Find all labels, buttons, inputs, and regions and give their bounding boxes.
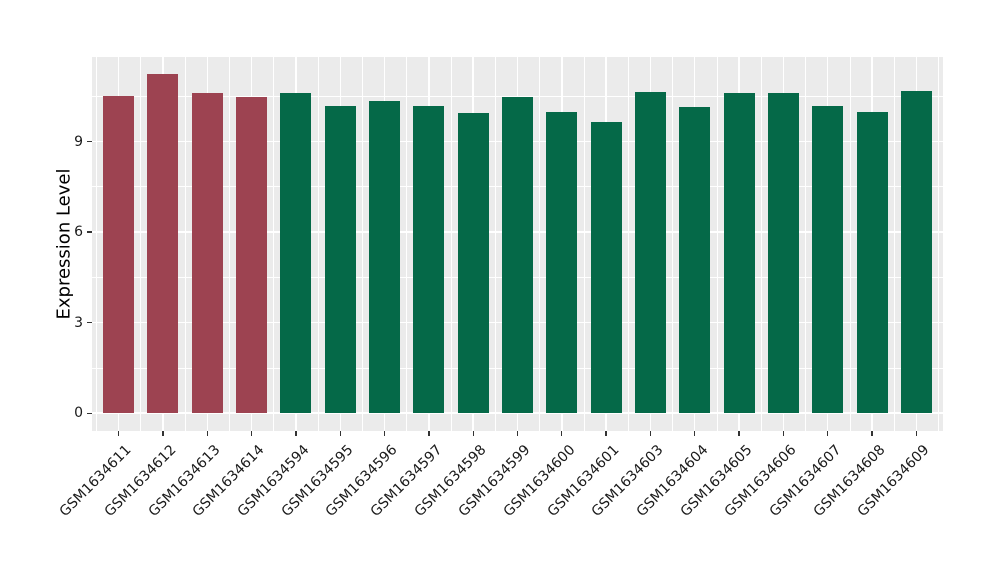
x-axis-tick bbox=[117, 431, 120, 436]
x-axis-tick bbox=[295, 431, 297, 436]
gridline-minor-x bbox=[273, 57, 275, 431]
x-axis-tick bbox=[915, 431, 918, 436]
bar-GSM1634598 bbox=[457, 113, 489, 414]
gridline-minor-x bbox=[938, 57, 939, 431]
x-axis-tick bbox=[428, 431, 430, 436]
gridline-minor-x bbox=[317, 57, 319, 431]
x-axis-tick bbox=[649, 431, 652, 436]
x-axis-tick bbox=[605, 431, 607, 436]
gridline-minor-x bbox=[583, 57, 585, 431]
x-axis-tick bbox=[516, 431, 519, 436]
x-axis-tick bbox=[694, 431, 696, 436]
gridline-minor-x bbox=[229, 57, 230, 431]
x-axis-tick bbox=[561, 431, 563, 436]
x-axis-tick bbox=[827, 431, 829, 436]
y-tick-label: 9 bbox=[74, 133, 83, 150]
plot-panel bbox=[92, 57, 943, 431]
y-axis-tick bbox=[87, 140, 92, 143]
bar-GSM1634608 bbox=[856, 112, 888, 414]
gridline-minor-x bbox=[672, 57, 674, 431]
gridline-minor-x bbox=[494, 57, 496, 431]
x-axis-tick bbox=[383, 431, 386, 436]
bar-GSM1634596 bbox=[369, 101, 401, 414]
gridline-minor-x bbox=[716, 57, 718, 431]
bar-GSM1634595 bbox=[324, 106, 356, 414]
bar-GSM1634594 bbox=[280, 92, 312, 414]
gridline-minor-x bbox=[893, 57, 895, 431]
gridline-minor-x bbox=[450, 57, 452, 431]
x-axis-tick bbox=[782, 431, 785, 436]
bar-GSM1634600 bbox=[546, 111, 578, 414]
x-axis-tick bbox=[250, 431, 253, 436]
gridline-minor-x bbox=[760, 57, 762, 431]
bar-GSM1634612 bbox=[147, 73, 179, 414]
gridline-minor-x bbox=[539, 57, 541, 431]
bar-GSM1634603 bbox=[634, 91, 666, 414]
gridline-minor-x bbox=[805, 57, 806, 431]
x-axis-tick bbox=[206, 431, 208, 436]
bar-GSM1634611 bbox=[103, 95, 135, 414]
bar-GSM1634607 bbox=[812, 105, 844, 414]
y-axis-title: Expression Level bbox=[53, 168, 75, 320]
gridline-minor-x bbox=[140, 57, 142, 431]
y-axis-tick bbox=[87, 231, 92, 233]
bar-GSM1634601 bbox=[590, 122, 622, 414]
gridline-minor-x bbox=[406, 57, 408, 431]
y-tick-label: 3 bbox=[74, 314, 83, 331]
bar-GSM1634606 bbox=[767, 93, 799, 414]
bar-GSM1634613 bbox=[191, 92, 223, 414]
x-axis-tick bbox=[339, 431, 341, 436]
x-axis-tick bbox=[162, 431, 164, 436]
gridline-minor-x bbox=[361, 57, 363, 431]
y-tick-label: 6 bbox=[74, 224, 83, 241]
y-axis-tick bbox=[87, 412, 92, 414]
y-axis-tick bbox=[87, 321, 92, 324]
bar-GSM1634597 bbox=[413, 105, 445, 414]
y-tick-label: 0 bbox=[74, 405, 83, 422]
x-axis-tick bbox=[472, 431, 474, 436]
x-axis-tick bbox=[871, 431, 873, 436]
gridline-minor-x bbox=[96, 57, 97, 431]
bar-GSM1634605 bbox=[723, 93, 755, 414]
bar-GSM1634614 bbox=[236, 96, 268, 414]
gridline-minor-x bbox=[849, 57, 851, 431]
gridline-minor-x bbox=[184, 57, 186, 431]
gridline-minor-x bbox=[627, 57, 629, 431]
bar-GSM1634599 bbox=[501, 96, 533, 414]
bar-GSM1634609 bbox=[900, 91, 932, 414]
bar-GSM1634604 bbox=[679, 106, 711, 414]
x-axis-tick bbox=[738, 431, 740, 436]
